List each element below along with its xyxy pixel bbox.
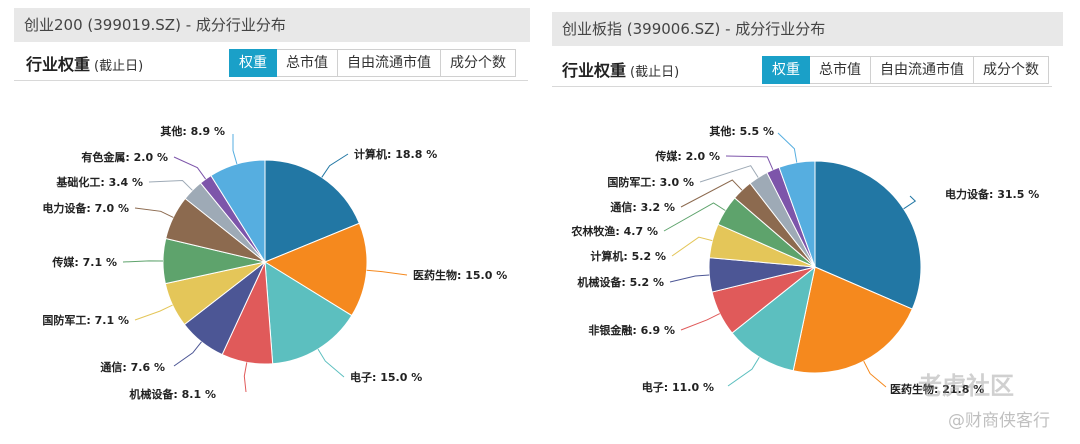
slice-label: 机械设备: 5.2 %: [577, 275, 664, 289]
pie-chart-left: 计算机: 18.8 % 医药生物: 15.0 % 电子: 15.0 % 机械设备: 8…: [42, 124, 507, 401]
pie-slice[interactable]: [263, 222, 368, 317]
slice-label: 电力设备: 31.5 %: [945, 187, 1039, 201]
leader-line: [148, 179, 193, 191]
pie-chart-right: 电力设备: 31.5 % 医药生物: 21.8 % 电子: 11.0 % 非银金融: …: [570, 124, 1039, 396]
slice-label: 电子: 11.0 %: [642, 380, 714, 394]
tab-total-market-cap[interactable]: 总市值: [810, 56, 871, 84]
slice-label: 机械设备: 8.1 %: [129, 387, 216, 401]
tab-total-market-cap[interactable]: 总市值: [277, 49, 338, 77]
leader-line: [663, 202, 726, 232]
slice-label: 计算机: 18.8 %: [354, 147, 437, 161]
tab-constituent-count[interactable]: 成分个数: [974, 56, 1049, 84]
metric-tabs: 权重 总市值 自由流通市值 成分个数: [229, 49, 516, 77]
slice-label: 通信: 3.2 %: [610, 200, 675, 214]
slice-label: 有色金属: 2.0 %: [81, 150, 168, 164]
leader-line: [122, 260, 164, 263]
heading-text: 行业权重: [562, 61, 627, 80]
slice-label: 国防军工: 3.0 %: [607, 175, 694, 189]
leader-line: [366, 269, 408, 276]
leader-line: [669, 274, 710, 283]
right-panel: 创业板指 (399006.SZ) - 成分行业分布 行业权重 (截止日) 权重 总…: [548, 0, 1080, 444]
pie-slice[interactable]: [778, 160, 816, 268]
leader-line: [777, 132, 798, 163]
tab-free-float-market-cap[interactable]: 自由流通市值: [338, 49, 441, 77]
leader-line: [699, 165, 759, 183]
slice-label: 其他: 5.5 %: [709, 124, 774, 138]
slice-label: 国防军工: 7.1 %: [42, 313, 129, 327]
leader-line: [317, 348, 345, 378]
metric-tabs: 权重 总市值 自由流通市值 成分个数: [762, 56, 1049, 84]
divider: [14, 80, 528, 81]
watermark-author: @财商侠客行: [948, 411, 1050, 431]
heading-note: (截止日): [630, 65, 680, 80]
leader-line: [725, 155, 774, 170]
section-heading: 行业权重 (截止日): [26, 50, 143, 80]
tab-weight[interactable]: 权重: [762, 56, 810, 84]
slice-label: 基础化工: 3.4 %: [55, 175, 143, 189]
slice-label: 医药生物: 21.8 %: [890, 382, 984, 396]
slice-label: 医药生物: 15.0 %: [413, 268, 507, 282]
leader-line: [173, 156, 207, 180]
pie-slice[interactable]: [731, 265, 816, 372]
leader-line: [134, 304, 173, 321]
slice-label: 非银金融: 6.9 %: [588, 323, 675, 337]
slice-label: 电子: 15.0 %: [350, 370, 422, 384]
tab-free-float-market-cap[interactable]: 自由流通市值: [871, 56, 974, 84]
slice-label: 计算机: 5.2 %: [590, 249, 666, 263]
pie-slice[interactable]: [814, 160, 922, 310]
panel-title: 创业200 (399019.SZ) - 成分行业分布: [14, 8, 530, 42]
leader-line: [680, 179, 743, 208]
leader-line: [680, 313, 721, 331]
slice-label: 传媒: 7.1 %: [51, 255, 117, 269]
slice-label: 电力设备: 7.0 %: [42, 201, 129, 215]
slice-label: 传媒: 2.0 %: [654, 149, 720, 163]
leader-line: [321, 153, 349, 178]
pie-slice[interactable]: [264, 159, 361, 263]
tab-weight[interactable]: 权重: [229, 49, 277, 77]
leader-line: [671, 236, 713, 257]
leader-line: [243, 362, 248, 393]
leader-line: [727, 356, 760, 387]
pie-slice[interactable]: [210, 159, 266, 264]
heading-text: 行业权重: [26, 55, 91, 74]
slice-label: 其他: 8.9 %: [160, 124, 225, 138]
heading-note: (截止日): [94, 59, 144, 74]
leader-line: [232, 134, 238, 165]
watermark-logo: 老虎社区: [918, 372, 1014, 400]
slice-label: 农林牧渔: 4.7 %: [570, 224, 658, 238]
section-heading: 行业权重 (截止日): [562, 56, 679, 86]
left-panel: 创业200 (399019.SZ) - 成分行业分布 行业权重 (截止日) 权重 …: [0, 0, 536, 444]
panel-title: 创业板指 (399006.SZ) - 成分行业分布: [552, 12, 1063, 46]
leader-line: [863, 360, 887, 388]
pie-slice[interactable]: [792, 266, 913, 374]
divider: [552, 86, 1052, 87]
tab-constituent-count[interactable]: 成分个数: [441, 49, 516, 77]
slice-label: 通信: 7.6 %: [100, 360, 165, 374]
leader-line: [134, 207, 174, 218]
leader-line: [173, 341, 202, 367]
leader-line: [903, 195, 917, 210]
